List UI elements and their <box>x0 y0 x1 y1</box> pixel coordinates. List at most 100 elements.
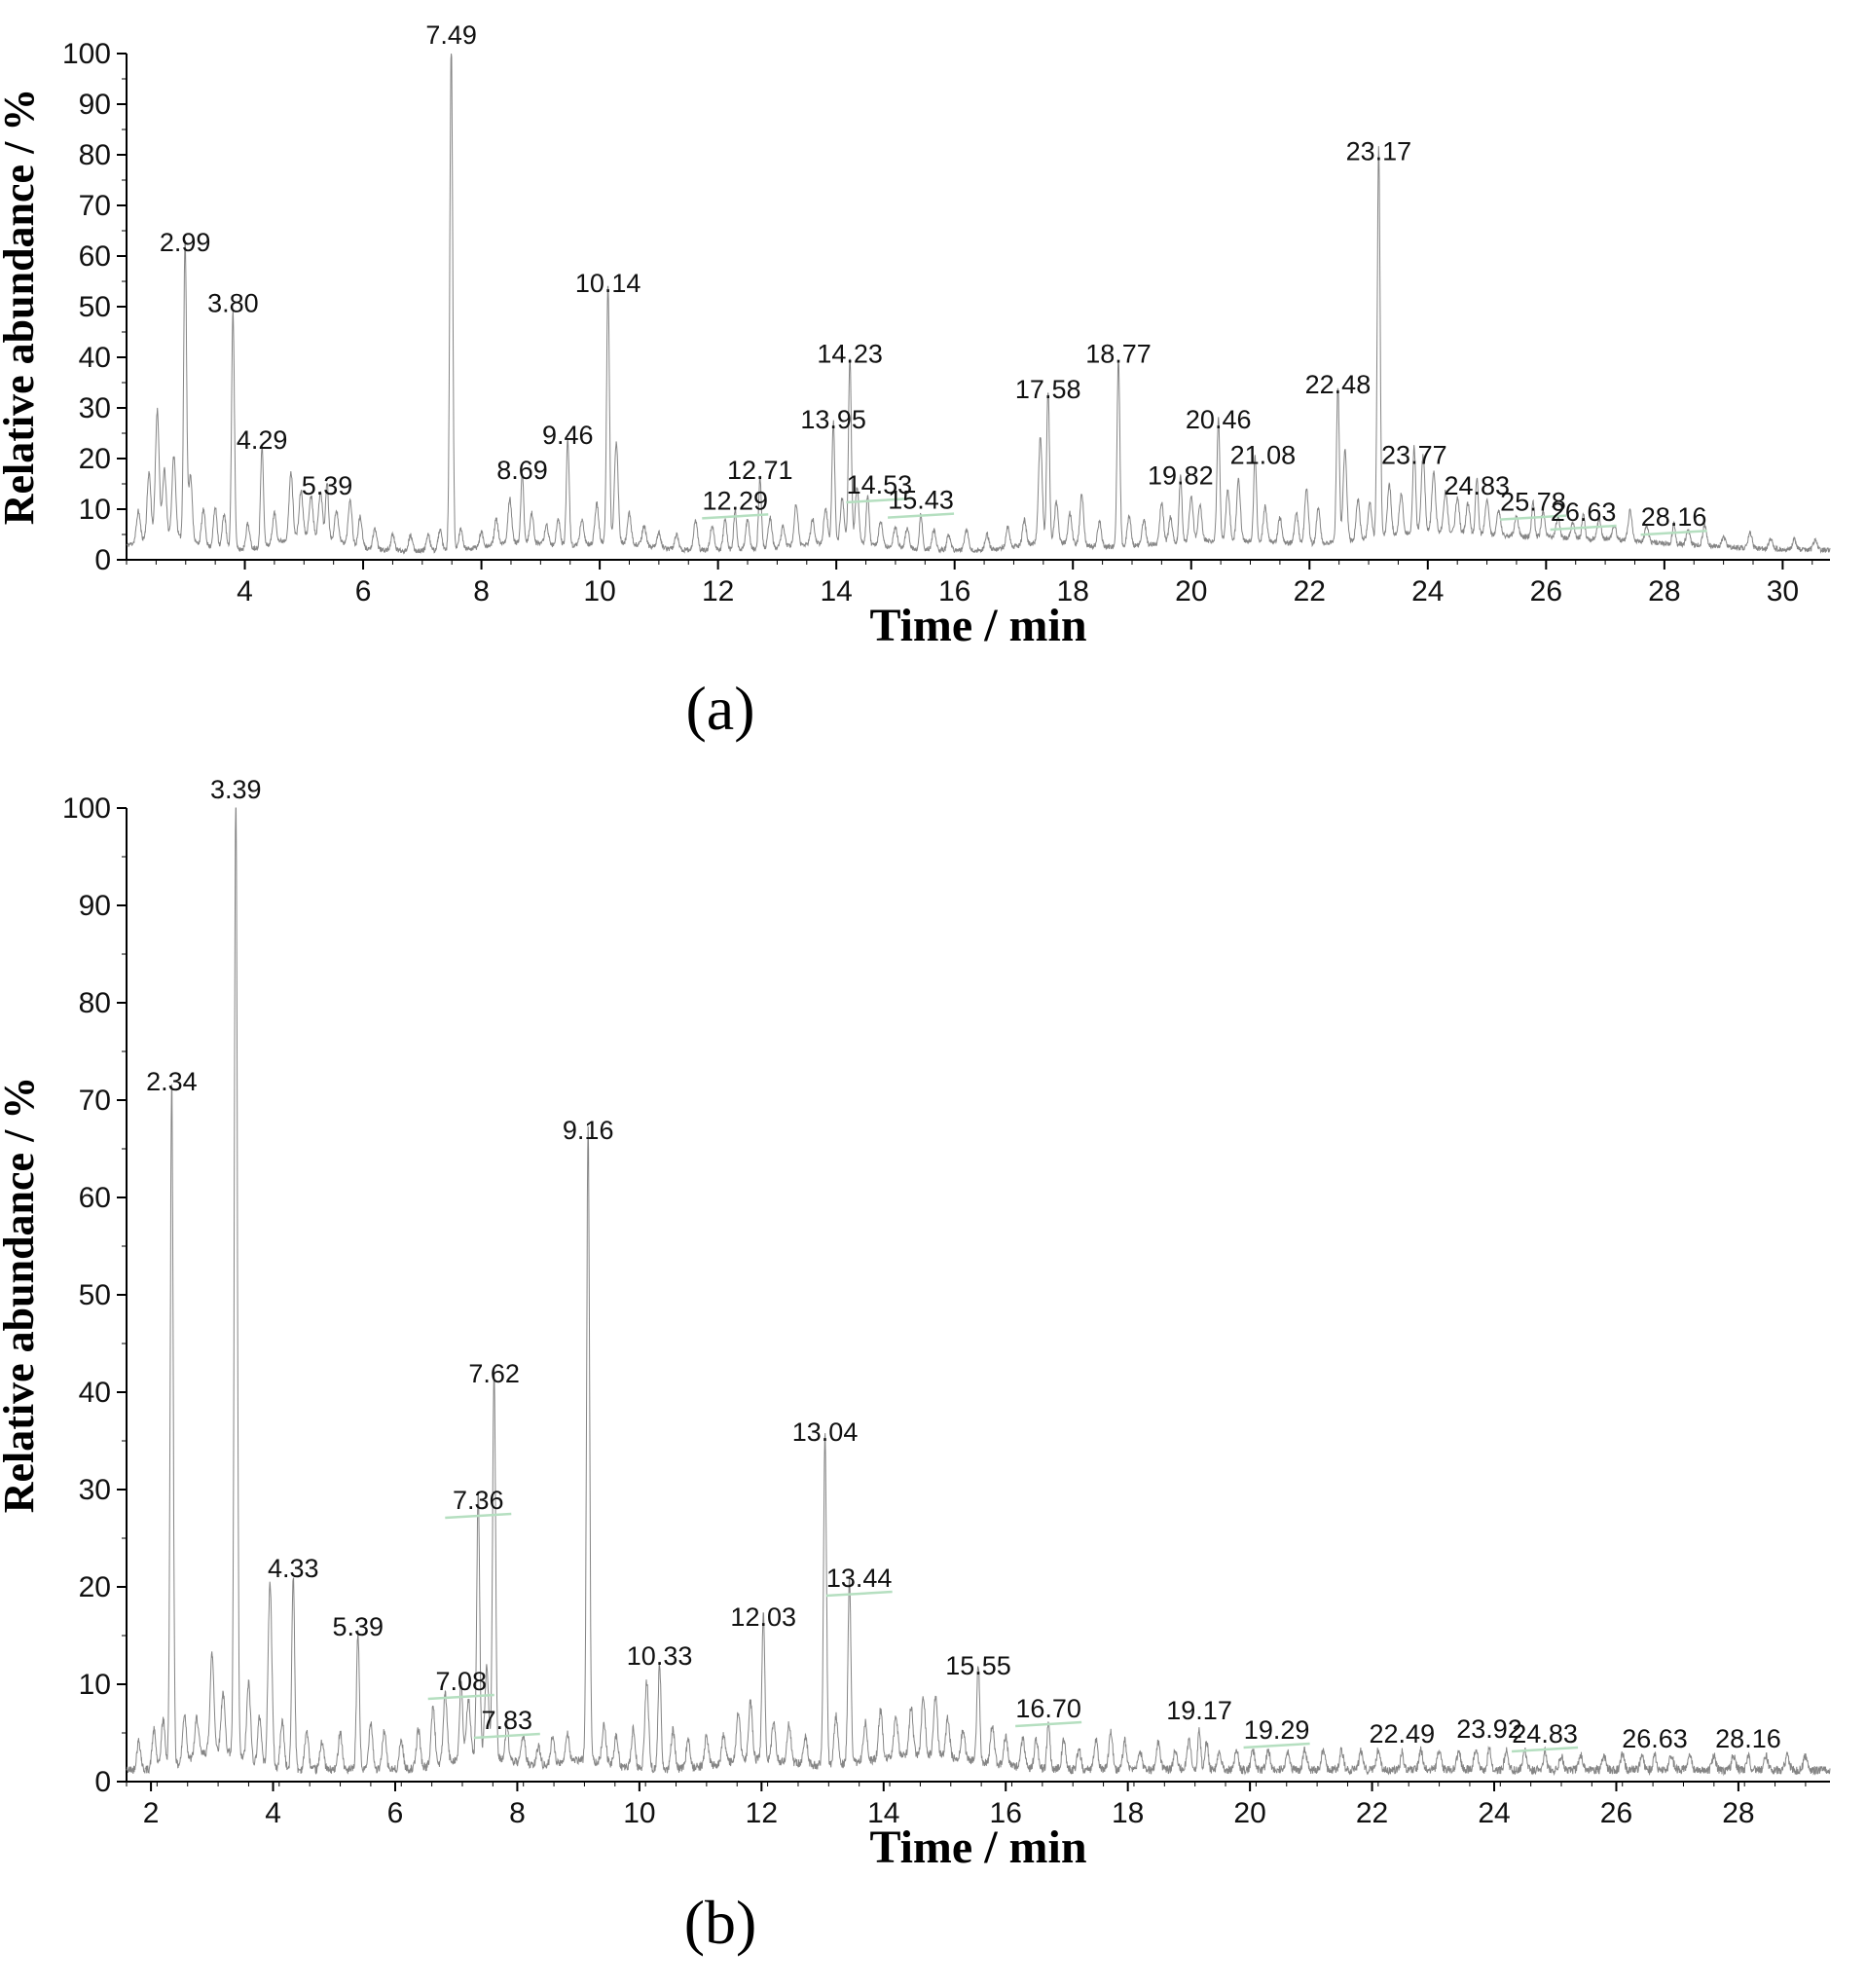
peak-label-underline <box>887 512 955 519</box>
peak-label-underline <box>1550 524 1617 532</box>
y-tick-label: 70 <box>79 190 111 222</box>
peak-label: 14.53 <box>847 470 913 499</box>
x-tick-label: 10 <box>583 575 615 607</box>
peak-label: 13.04 <box>792 1417 859 1447</box>
x-tick-label: 14 <box>867 1797 899 1829</box>
y-tick-label: 80 <box>79 987 111 1019</box>
peak-label: 13.95 <box>800 405 866 434</box>
peak-label: 7.62 <box>468 1359 520 1388</box>
peak-label: 10.33 <box>627 1641 693 1671</box>
x-tick-label: 20 <box>1175 575 1207 607</box>
peak-label: 5.39 <box>332 1612 384 1641</box>
peak-label: 22.48 <box>1305 370 1372 399</box>
y-tick-label: 90 <box>79 890 111 922</box>
y-tick-label: 20 <box>79 1571 111 1603</box>
peak-label: 3.80 <box>207 289 259 318</box>
y-tick-label: 30 <box>79 392 111 424</box>
peak-label: 23.77 <box>1381 441 1447 470</box>
peak-label: 28.16 <box>1715 1724 1781 1753</box>
y-tick-label: 40 <box>79 342 111 374</box>
peak-label: 7.36 <box>453 1486 504 1515</box>
peak-label: 23.92 <box>1456 1714 1522 1744</box>
y-tick-label: 80 <box>79 139 111 171</box>
y-tick-label: 10 <box>79 1669 111 1701</box>
x-tick-label: 30 <box>1767 575 1799 607</box>
y-tick-label: 20 <box>79 443 111 475</box>
peak-label: 3.39 <box>210 775 262 804</box>
peak-label: 26.63 <box>1551 497 1617 527</box>
panel-a-caption-row: (a) <box>0 652 1441 764</box>
x-tick-label: 24 <box>1411 575 1444 607</box>
peak-label: 18.77 <box>1085 340 1152 369</box>
panel-a-label: (a) <box>685 674 755 743</box>
peak-label: 14.23 <box>817 340 883 369</box>
peak-label: 15.43 <box>888 486 954 515</box>
x-tick-label: 4 <box>237 575 253 607</box>
peak-label: 25.78 <box>1500 488 1566 517</box>
peak-label: 4.29 <box>237 425 288 455</box>
x-tick-label: 20 <box>1233 1797 1265 1829</box>
y-tick-label: 10 <box>79 494 111 526</box>
panel-b-caption-row: (b) <box>0 1874 1441 1971</box>
peak-label: 12.71 <box>727 456 793 485</box>
peak-label: 20.46 <box>1186 405 1252 434</box>
x-tick-label: 28 <box>1722 1797 1754 1829</box>
y-tick-label: 90 <box>79 89 111 121</box>
x-tick-label: 8 <box>509 1797 526 1829</box>
x-tick-label: 18 <box>1112 1797 1144 1829</box>
x-axis-title: Time / min <box>869 600 1086 651</box>
y-tick-label: 100 <box>62 792 111 825</box>
x-tick-label: 2 <box>143 1797 160 1829</box>
chromatogram-trace <box>126 53 1831 555</box>
x-tick-label: 12 <box>702 575 734 607</box>
x-tick-label: 24 <box>1478 1797 1510 1829</box>
x-tick-label: 26 <box>1600 1797 1632 1829</box>
chromatogram-trace <box>126 807 1831 1777</box>
x-tick-label: 22 <box>1294 575 1326 607</box>
y-tick-label: 100 <box>62 38 111 70</box>
peak-label: 9.46 <box>542 421 594 450</box>
y-axis-title: Relative abundance / % <box>0 89 43 526</box>
peak-label: 26.63 <box>1622 1724 1688 1753</box>
peak-label-underline <box>473 1732 540 1740</box>
peak-label: 2.34 <box>146 1067 198 1096</box>
peak-label: 7.83 <box>481 1706 532 1735</box>
peak-label-underline <box>1499 514 1567 521</box>
peak-label: 23.17 <box>1346 137 1412 166</box>
peak-label: 19.29 <box>1244 1715 1310 1745</box>
x-tick-label: 16 <box>990 1797 1022 1829</box>
x-axis-title: Time / min <box>869 1822 1086 1873</box>
x-tick-label: 6 <box>355 575 372 607</box>
chromatogram-b: 2 4 6 8 10 12 14 16 18 20 22 24 26 280102030405060708… <box>0 775 1831 1873</box>
peak-label-underline <box>702 513 769 520</box>
y-tick-label: 0 <box>94 1766 111 1798</box>
panel-b-label: (b) <box>683 1888 757 1957</box>
y-tick-label: 0 <box>94 544 111 576</box>
x-tick-label: 16 <box>938 575 970 607</box>
x-tick-label: 6 <box>387 1797 404 1829</box>
peak-label: 9.16 <box>563 1116 614 1145</box>
peak-label: 7.49 <box>425 20 477 50</box>
y-tick-label: 30 <box>79 1474 111 1506</box>
x-tick-label: 18 <box>1057 575 1089 607</box>
peak-label: 12.29 <box>702 486 768 515</box>
peak-label-underline <box>1640 529 1707 536</box>
x-tick-label: 14 <box>820 575 852 607</box>
peak-label: 4.33 <box>268 1554 319 1583</box>
peak-label: 5.39 <box>302 471 353 500</box>
peak-label: 13.44 <box>826 1564 893 1593</box>
y-axis-title: Relative abundance / % <box>0 1077 43 1514</box>
peak-label: 24.83 <box>1512 1719 1578 1749</box>
peak-label: 19.17 <box>1166 1696 1232 1725</box>
peak-label: 10.14 <box>575 269 641 298</box>
peak-label-underline <box>445 1512 512 1520</box>
peak-label: 28.16 <box>1641 502 1707 532</box>
x-tick-label: 28 <box>1648 575 1680 607</box>
peak-label: 12.03 <box>730 1602 796 1632</box>
peak-label-underline <box>1015 1720 1082 1728</box>
y-tick-label: 60 <box>79 1182 111 1214</box>
peak-label-underline <box>1243 1742 1310 1749</box>
y-tick-label: 50 <box>79 291 111 323</box>
peak-label: 15.55 <box>945 1651 1011 1680</box>
y-tick-label: 60 <box>79 240 111 273</box>
